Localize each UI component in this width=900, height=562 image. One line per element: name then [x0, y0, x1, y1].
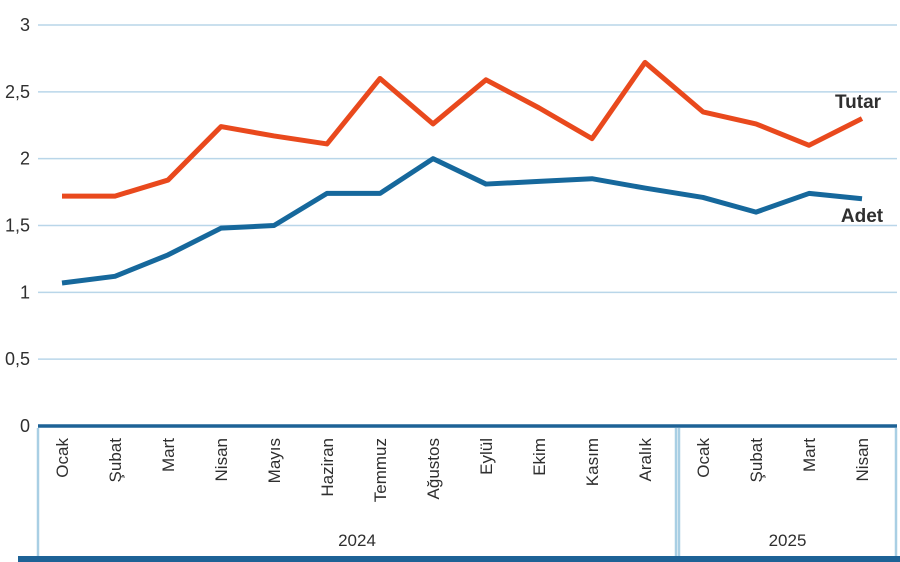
month-label: Nisan [212, 438, 231, 481]
month-label: Kasım [583, 438, 602, 486]
month-label: Ekim [530, 438, 549, 476]
y-tick-label: 1 [20, 282, 30, 302]
month-label: Mart [800, 438, 819, 472]
year-label: 2024 [338, 531, 376, 550]
y-tick-label: 0,5 [5, 349, 30, 369]
month-label: Eylül [477, 438, 496, 475]
y-tick-label: 2 [20, 149, 30, 169]
month-label: Ağustos [424, 438, 443, 499]
series-label-adet: Adet [841, 206, 884, 227]
year-label: 2025 [769, 531, 807, 550]
month-label: Nisan [853, 438, 872, 481]
month-label: Şubat [106, 438, 125, 483]
month-label: Ocak [694, 438, 713, 478]
month-label: Ocak [53, 438, 72, 478]
month-label: Mayıs [265, 438, 284, 483]
adet-line [61, 156, 863, 286]
month-label: Temmuz [371, 438, 390, 502]
chart-generated-layer: 0 0,5 1 1,5 2 2,5 3 Ocak Şubat Mart Nisan Mayıs Hazi… [5, 15, 900, 562]
y-tick-label: 0 [20, 416, 30, 436]
month-label: Mart [159, 438, 178, 472]
y-tick-label: 2,5 [5, 82, 30, 102]
y-tick-label: 1,5 [5, 216, 30, 236]
month-label: Aralık [636, 438, 655, 482]
series-label-tutar: Tutar [835, 92, 882, 113]
bottom-bar [18, 556, 900, 562]
month-label: Şubat [747, 438, 766, 483]
month-label: Haziran [318, 438, 337, 497]
y-tick-label: 3 [20, 15, 30, 35]
tutar-line [62, 59, 864, 199]
